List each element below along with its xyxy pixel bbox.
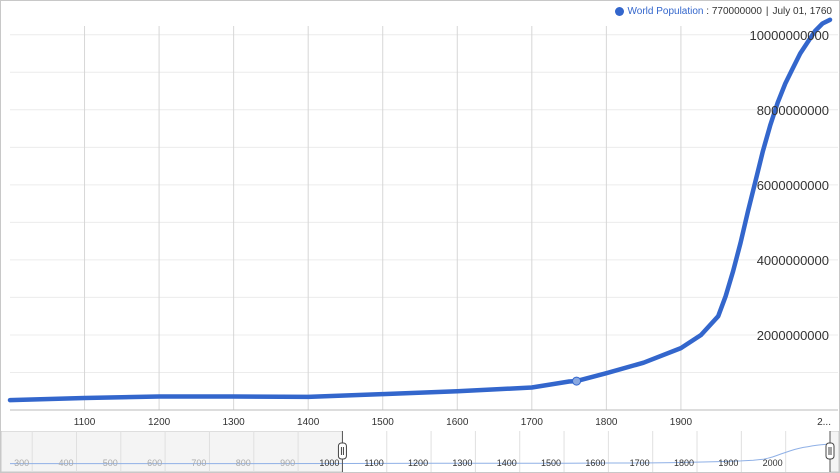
x-tick-label: 1800 <box>595 417 618 428</box>
range-selector-background <box>0 431 840 473</box>
x-axis-ticks: 1100 1200 1300 1400 1500 1600 1700 1800 1900 2... <box>74 417 831 428</box>
range-selector[interactable]: 300 400 500 600 700 800 900 1000 1100 1200 1300 140… <box>0 431 840 473</box>
series-layer <box>7 17 833 403</box>
y-tick-label: 6000000000 <box>757 178 829 193</box>
range-label: 700 <box>191 458 206 468</box>
range-label: 300 <box>14 458 29 468</box>
y-tick-label: 4000000000 <box>757 253 829 268</box>
y-tick-label: 10000000000 <box>749 28 829 43</box>
range-handle-grip[interactable] <box>337 442 347 460</box>
range-label: 1900 <box>718 458 738 468</box>
range-label: 1100 <box>364 458 383 468</box>
legend-colon: : <box>703 6 712 17</box>
x-tick-label: 1200 <box>148 417 171 428</box>
range-mini-series <box>10 443 831 465</box>
range-selector-labels: 300 400 500 600 700 800 900 1000 1100 1200 1300 140… <box>14 458 783 468</box>
y-axis-ticks: 2000000000 4000000000 6000000000 8000000000… <box>749 28 829 343</box>
x-tick-label: 1500 <box>372 417 395 428</box>
series-line[interactable] <box>7 17 833 403</box>
x-tick-label: 1400 <box>297 417 320 428</box>
range-label: 1700 <box>630 458 650 468</box>
legend: World Population : 770000000 | July 01, … <box>614 6 833 17</box>
range-handle-grip[interactable] <box>825 442 835 460</box>
range-label: 600 <box>147 458 162 468</box>
range-handle-right[interactable] <box>825 431 835 472</box>
y-tick-label: 8000000000 <box>757 103 829 118</box>
legend-separator: | <box>765 6 769 17</box>
x-tick-label: 1100 <box>74 417 96 428</box>
range-handle-left[interactable] <box>337 431 347 472</box>
range-label: 1400 <box>497 458 517 468</box>
range-label: 1500 <box>541 458 561 468</box>
x-tick-label: 1600 <box>446 417 469 428</box>
range-label: 1300 <box>452 458 472 468</box>
legend-series-dot <box>614 7 624 16</box>
y-tick-label: 2000000000 <box>757 328 829 343</box>
legend-value: 770000000 <box>711 6 762 17</box>
highlight-point[interactable] <box>572 376 582 386</box>
range-selected-region <box>342 431 830 472</box>
grid <box>10 26 838 411</box>
x-tick-label-partial: 2... <box>817 417 831 428</box>
range-label: 500 <box>103 458 118 468</box>
legend-date: July 01, 1760 <box>772 6 833 17</box>
line-chart[interactable]: 1100 1200 1300 1400 1500 1600 1700 1800 1900 2...… <box>0 0 840 431</box>
x-tick-label: 1700 <box>521 417 544 428</box>
range-label: 1200 <box>408 458 428 468</box>
x-tick-label: 1900 <box>670 417 693 428</box>
range-label: 1000 <box>319 458 339 468</box>
legend-series-label: World Population <box>627 6 704 17</box>
range-label: 800 <box>236 458 251 468</box>
range-selector-handles[interactable] <box>337 431 835 472</box>
range-label: 2000 <box>763 458 783 468</box>
range-label: 1800 <box>674 458 694 468</box>
x-tick-label: 1300 <box>223 417 246 428</box>
range-label: 900 <box>280 458 295 468</box>
range-label: 1600 <box>585 458 605 468</box>
range-label: 400 <box>58 458 73 468</box>
